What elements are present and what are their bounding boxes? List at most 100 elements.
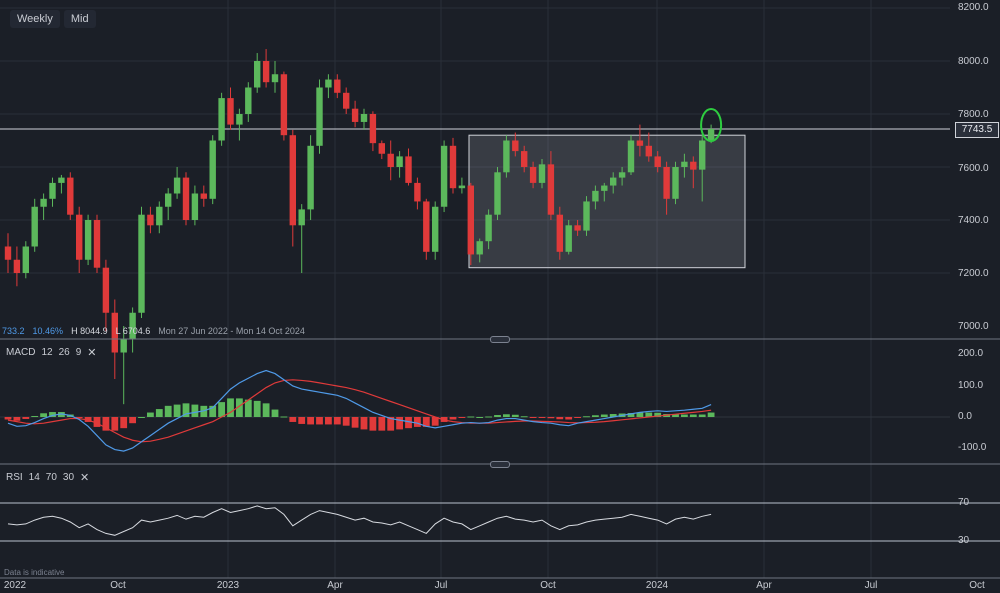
close-icon[interactable]: ✕ bbox=[80, 472, 90, 484]
highlight-circle bbox=[700, 107, 723, 142]
close-icon[interactable]: ✕ bbox=[87, 347, 97, 359]
rsi-tick: 30 bbox=[958, 535, 970, 546]
macd-histogram-bar bbox=[681, 414, 688, 417]
macd-histogram-bar bbox=[93, 417, 101, 427]
candle-body bbox=[494, 172, 501, 215]
candle-body bbox=[31, 206, 38, 247]
time-tick: 2024 bbox=[645, 580, 669, 591]
candle-body bbox=[627, 140, 635, 173]
candle-body bbox=[67, 177, 74, 215]
candle-body bbox=[111, 312, 118, 353]
candle-body bbox=[414, 182, 421, 202]
macd-histogram-bar bbox=[102, 417, 110, 431]
stats-bar: 733.2 10.46% H 8044.9 L 6704.6 Mon 27 Ju… bbox=[2, 326, 305, 336]
candle-body bbox=[254, 61, 261, 88]
time-tick: Apr bbox=[327, 580, 343, 591]
candle-body bbox=[147, 214, 154, 226]
macd-histogram-bar bbox=[565, 417, 573, 420]
macd-histogram-bar bbox=[58, 412, 65, 417]
candle-body bbox=[343, 92, 350, 109]
candle-body bbox=[699, 140, 706, 170]
candle-body bbox=[13, 259, 21, 273]
rsi-param: 30 bbox=[62, 472, 75, 483]
macd-histogram-bar bbox=[494, 415, 501, 417]
macd-histogram-bar bbox=[236, 398, 243, 417]
candle-body bbox=[49, 182, 56, 199]
macd-histogram-bar bbox=[289, 417, 297, 422]
candle-body bbox=[645, 145, 652, 157]
macd-tick: 0.0 bbox=[958, 411, 972, 422]
price-tick: 7000.0 bbox=[958, 321, 989, 332]
macd-param: 12 bbox=[41, 347, 53, 358]
macd-histogram-bar bbox=[396, 417, 403, 430]
macd-histogram-bar bbox=[529, 417, 537, 418]
macd-histogram-bar bbox=[164, 405, 172, 417]
candle-body bbox=[22, 246, 29, 273]
macd-histogram-bar bbox=[467, 416, 475, 418]
candle-body bbox=[654, 156, 661, 167]
candle-body bbox=[405, 156, 412, 183]
macd-histogram-bar bbox=[387, 417, 395, 431]
candle-body bbox=[334, 79, 341, 93]
macd-param: 26 bbox=[58, 347, 70, 358]
macd-histogram-bar bbox=[378, 417, 386, 431]
candle-body bbox=[227, 98, 234, 125]
macd-histogram-bar bbox=[636, 412, 644, 417]
macd-histogram-bar bbox=[503, 414, 510, 417]
candle-body bbox=[191, 193, 199, 220]
candle-body bbox=[138, 214, 145, 313]
macd-name: MACD bbox=[6, 347, 36, 358]
macd-histogram-bar bbox=[111, 417, 119, 431]
candle-body bbox=[485, 214, 492, 242]
candle-body bbox=[476, 241, 483, 255]
candle-body bbox=[529, 167, 537, 183]
candle-body bbox=[565, 225, 572, 252]
rsi-param: 14 bbox=[28, 472, 40, 483]
macd-histogram-bar bbox=[40, 413, 47, 417]
macd-histogram-bar bbox=[271, 409, 279, 417]
macd-histogram-bar bbox=[431, 417, 439, 426]
candle-body bbox=[663, 167, 670, 199]
candle-body bbox=[378, 143, 385, 154]
price-tick: 7400.0 bbox=[958, 215, 989, 226]
price-tick: 7800.0 bbox=[958, 109, 989, 120]
macd-line bbox=[7, 369, 712, 452]
macd-histogram-bar bbox=[689, 414, 697, 417]
candle-body bbox=[40, 198, 47, 207]
rsi-label[interactable]: RSI 14 70 30 ✕ bbox=[6, 471, 89, 484]
macd-histogram-bar bbox=[4, 417, 12, 420]
time-tick: Oct bbox=[969, 580, 985, 591]
macd-histogram-bar bbox=[147, 412, 154, 417]
timeframe-button[interactable]: Weekly bbox=[10, 10, 60, 28]
candle-body bbox=[574, 225, 581, 231]
price-type-button[interactable]: Mid bbox=[63, 10, 96, 28]
change-percent: 10.46% bbox=[32, 326, 64, 336]
macd-histogram-bar bbox=[120, 417, 128, 429]
panel-resize-handle[interactable] bbox=[490, 336, 510, 343]
macd-histogram-bar bbox=[698, 414, 706, 417]
macd-histogram-bar bbox=[316, 417, 323, 425]
candle-body bbox=[289, 135, 296, 226]
candle-body bbox=[592, 190, 599, 202]
price-tick: 8200.0 bbox=[958, 2, 989, 13]
macd-histogram-bar bbox=[298, 417, 306, 424]
panel-resize-handle[interactable] bbox=[490, 461, 510, 468]
candle-body bbox=[182, 177, 190, 220]
macd-label[interactable]: MACD 12 26 9 ✕ bbox=[6, 346, 96, 359]
price-tick: 7200.0 bbox=[958, 268, 989, 279]
macd-histogram-bar bbox=[627, 413, 635, 417]
time-tick: Apr bbox=[756, 580, 772, 591]
macd-histogram-bar bbox=[307, 417, 314, 425]
rsi-name: RSI bbox=[6, 472, 23, 483]
candle-body bbox=[84, 220, 92, 260]
candle-body bbox=[236, 114, 243, 125]
candle-body bbox=[129, 312, 136, 340]
candle-body bbox=[262, 61, 270, 83]
macd-histogram-bar bbox=[538, 417, 546, 418]
macd-histogram-bar bbox=[227, 398, 234, 417]
macd-histogram-bar bbox=[209, 405, 217, 417]
candle-body bbox=[245, 87, 252, 114]
time-tick: 2022 bbox=[3, 580, 27, 591]
macd-histogram-bar bbox=[609, 414, 617, 417]
